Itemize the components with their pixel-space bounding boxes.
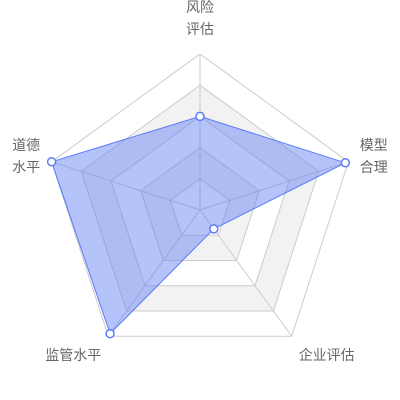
series-area-0 [50,115,347,335]
axis-label-line: 水平 [12,160,40,176]
series-point-4 [46,157,57,167]
split-line-1 [169,178,231,236]
axis-label-0: 风险评估 [186,0,214,38]
series-point-2 [209,224,219,234]
axis-label-line: 道德 [12,138,40,154]
axis-label-line: 风险 [186,0,214,16]
axis-label-4: 道德水平 [12,138,40,176]
split-line-3 [110,115,290,287]
axis-label-line: 企业评估 [299,347,355,364]
axis-label-line: 模型 [360,138,388,154]
axis-line-1 [199,161,349,211]
axis-label-line: 监管水平 [45,348,101,364]
split-line-2 [140,146,260,261]
series-point-0 [195,111,205,122]
axis-label-2: 企业评估 [299,347,355,364]
axis-label-line: 评估 [186,22,214,38]
axis-label-line: 合理 [360,160,388,176]
axis-line-4 [51,161,201,211]
series-point-1 [340,158,351,168]
axis-label-3: 监管水平 [45,348,101,364]
split-line-5 [51,53,349,337]
series-point-3 [105,328,115,339]
axis-label-1: 模型合理 [360,138,388,176]
series-layer [46,111,351,339]
axis-line-3 [107,209,201,337]
split-lines [51,53,349,337]
split-line-4 [80,84,320,312]
